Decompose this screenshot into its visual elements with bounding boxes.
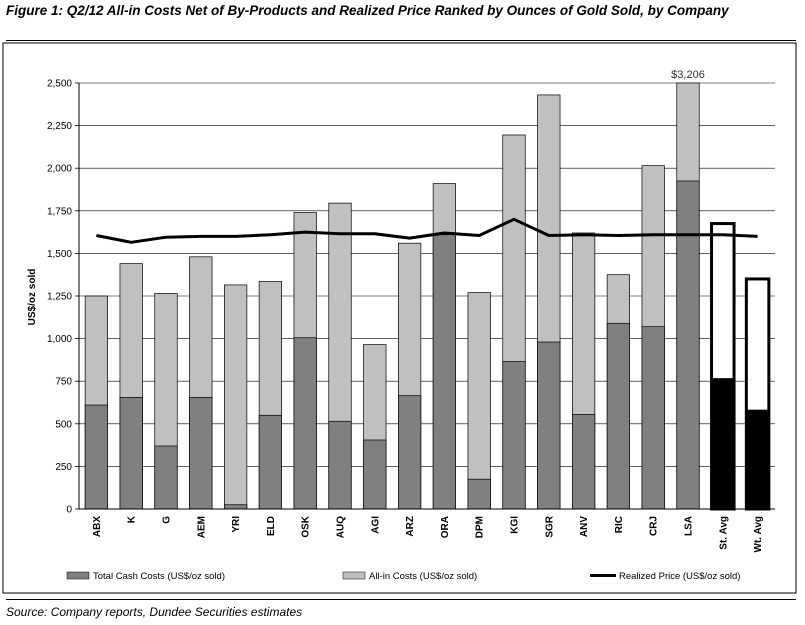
y-tick-label-1750: 1,750 — [47, 206, 72, 217]
cash-bar-aem — [189, 397, 213, 510]
y-tick-label-1000: 1,000 — [47, 334, 72, 345]
cash-bar-ora — [432, 234, 456, 510]
price-line — [96, 217, 758, 244]
y-tick-label-2500: 2,500 — [47, 79, 72, 90]
allin-bar-dpm — [467, 292, 491, 510]
cash-bar-dpm — [467, 478, 491, 510]
x-tick-label-abx: ABX — [92, 516, 103, 537]
cash-bar-ric — [606, 322, 631, 510]
lsa-value-annotation: $3,206 — [671, 69, 705, 81]
x-tick-label-crj: CRJ — [649, 516, 660, 536]
cash-bar-agi — [363, 439, 387, 510]
cash-bar-k — [119, 397, 143, 510]
x-tick-label-agi: AGI — [370, 516, 381, 534]
x-tick-label-yri: YRI — [231, 516, 242, 533]
cash-bar-lsa — [676, 180, 700, 510]
cash-bar-g — [154, 445, 178, 510]
x-tick-label-dpm: DPM — [475, 516, 486, 538]
y-axis-label: US$/oz sold — [27, 269, 38, 326]
cash-bar-sgr — [537, 341, 561, 510]
y-tick-label-750: 750 — [55, 377, 72, 388]
x-tick-label-sgr: SGR — [544, 515, 555, 537]
x-tick-label-arz: ARZ — [405, 516, 416, 537]
x-tick-labels: ABX K G AEM YRI ELD OSK AUQ AGI ARZ ORA DPM KGI SGR AN… — [92, 515, 764, 552]
cash-bar-kgi — [502, 361, 526, 510]
cash-bar-anv — [571, 414, 596, 510]
legend-swatch-allin — [342, 571, 366, 580]
x-tick-label-g: G — [162, 516, 173, 524]
x-tick-label-kgi: KGI — [510, 516, 521, 534]
y-tick-label-0: 0 — [66, 505, 72, 516]
cash-bar-wt-avg — [745, 409, 770, 510]
legend-swatch-cash — [66, 571, 90, 580]
y-tick-labels: 0 250 500 750 1,000 1,250 1,500 1,750 2,000 2,250… — [47, 79, 79, 516]
y-tick-label-500: 500 — [55, 419, 72, 430]
x-tick-label-st-avg: St. Avg — [718, 516, 729, 550]
cash-bar-abx — [84, 404, 109, 510]
cash-bar-eld — [258, 414, 282, 510]
chart-frame — [2, 42, 797, 594]
legend-label-allin: All-in Costs (US$/oz sold) — [369, 571, 477, 582]
y-tick-label-1250: 1,250 — [47, 292, 72, 303]
allin-bar-yri — [224, 284, 248, 510]
x-tick-label-aem: AEM — [196, 516, 207, 538]
x-tick-label-k: K — [127, 515, 138, 523]
legend-label-price: Realized Price (US$/oz sold) — [619, 571, 740, 582]
legend-label-cash: Total Cash Costs (US$/oz sold) — [93, 571, 225, 582]
figure-title: Figure 1: Q2/12 All-in Costs Net of By-P… — [6, 3, 729, 18]
legend: Total Cash Costs (US$/oz sold) All-in Co… — [66, 571, 740, 582]
x-tick-label-auq: AUQ — [336, 516, 347, 538]
axes — [78, 83, 775, 510]
gridlines — [79, 82, 775, 467]
cash-bar-arz — [398, 395, 422, 510]
title-divider — [6, 40, 796, 41]
footer-divider — [6, 599, 796, 600]
x-tick-label-eld: ELD — [266, 516, 277, 536]
x-tick-label-anv: ANV — [579, 516, 590, 537]
cash-bar-auq — [328, 420, 352, 510]
y-tick-label-2000: 2,000 — [47, 164, 72, 175]
cash-bar-osk — [293, 337, 317, 510]
x-tick-label-osk: OSK — [301, 515, 312, 537]
y-tick-label-2250: 2,250 — [47, 121, 72, 132]
y-tick-label-250: 250 — [55, 462, 72, 473]
x-tick-label-lsa: LSA — [684, 516, 695, 536]
y-tick-label-1500: 1,500 — [47, 249, 72, 260]
cost-chart: 0 250 500 750 1,000 1,250 1,500 1,750 2,000 2,250… — [2, 42, 797, 594]
bars — [84, 82, 771, 511]
cash-bar-st-avg — [711, 378, 735, 510]
x-tick-label-ora: ORA — [440, 516, 451, 538]
x-tick-label-ric: RIC — [614, 516, 625, 533]
realized-price-line — [96, 217, 758, 244]
source-note: Source: Company reports, Dundee Securiti… — [6, 605, 303, 619]
cash-bar-crj — [641, 326, 665, 510]
cash-bar-yri — [224, 504, 248, 510]
x-tick-label-wt-avg: Wt. Avg — [753, 516, 764, 552]
